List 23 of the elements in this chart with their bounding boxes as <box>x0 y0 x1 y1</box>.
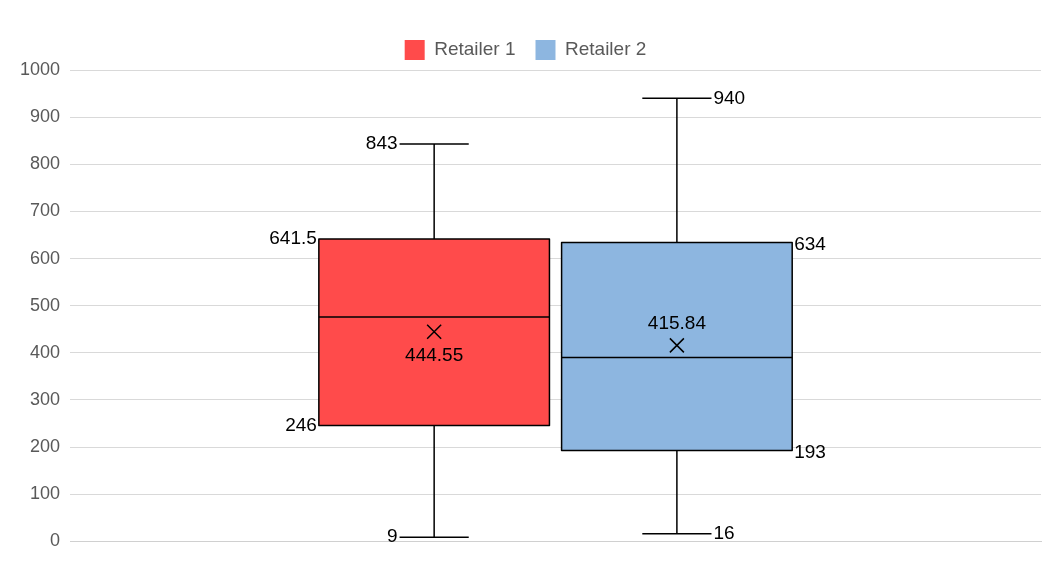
annotation: 940 <box>713 86 746 108</box>
y-tick-label: 100 <box>30 483 61 504</box>
annotation: 193 <box>794 440 826 462</box>
annotation: 444.55 <box>405 344 464 366</box>
legend-label: Retailer 1 <box>434 38 516 60</box>
y-tick-label: 900 <box>30 106 61 127</box>
annotation: 9 <box>386 525 398 547</box>
annotation: 246 <box>285 413 317 435</box>
y-tick-label: 500 <box>30 294 61 315</box>
y-tick-label: 800 <box>30 153 61 174</box>
y-tick-label: 300 <box>30 388 61 409</box>
annotation: 16 <box>713 522 735 544</box>
y-tick-label: 600 <box>30 247 61 268</box>
annotation: 843 <box>365 132 398 154</box>
y-tick-label: 1000 <box>20 58 61 79</box>
annotation: 415.84 <box>647 311 707 333</box>
y-tick-label: 400 <box>30 341 61 362</box>
annotation: 634 <box>794 232 827 254</box>
annotation: 641.5 <box>269 227 317 249</box>
y-tick-label: 700 <box>30 200 61 221</box>
y-tick-label: 0 <box>50 530 61 551</box>
y-tick-label: 200 <box>30 436 61 457</box>
legend-label: Retailer 2 <box>565 38 647 60</box>
